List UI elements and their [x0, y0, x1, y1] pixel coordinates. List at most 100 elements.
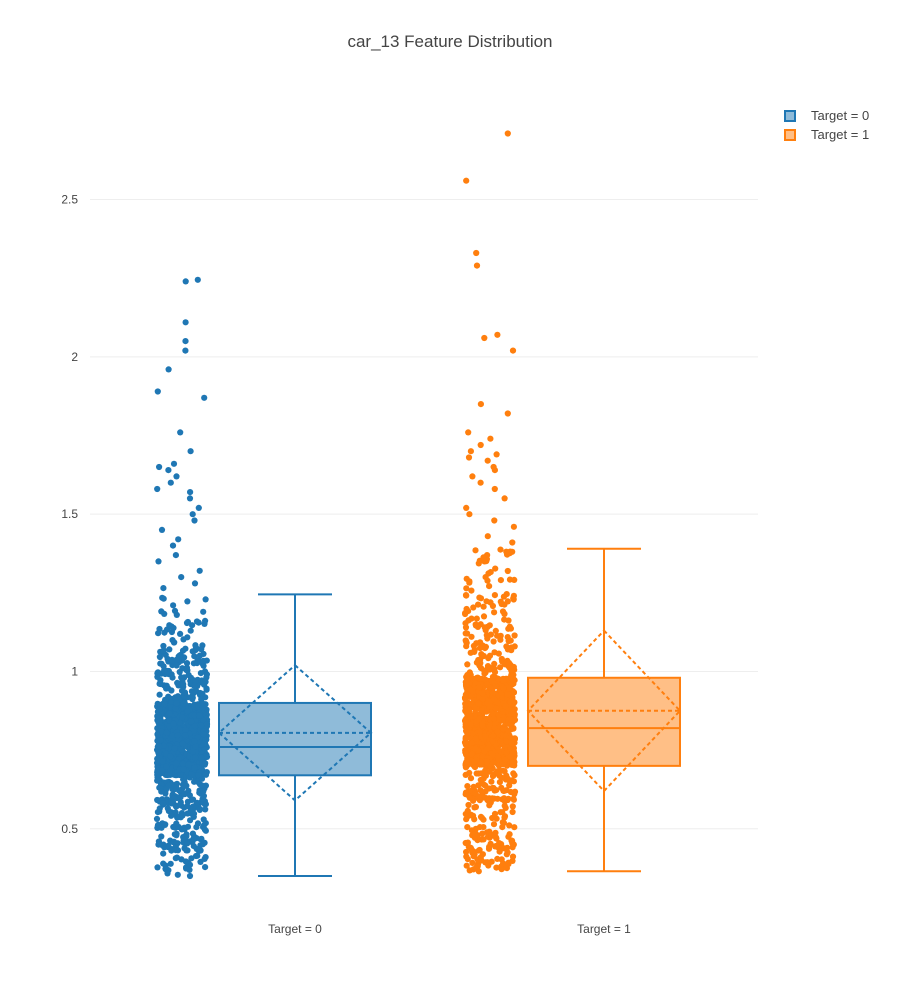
data-point: [484, 758, 491, 765]
data-point: [485, 797, 492, 805]
data-point: [171, 607, 179, 615]
data-point: [190, 835, 197, 843]
data-point: [200, 731, 207, 738]
data-point: [509, 676, 517, 683]
data-point: [481, 670, 488, 677]
data-point: [187, 627, 194, 634]
data-point: [181, 689, 188, 696]
legend-item-target-0[interactable]: Target = 0: [784, 106, 869, 125]
data-point: [186, 872, 194, 880]
data-point: [462, 592, 470, 599]
data-point: [156, 718, 163, 725]
data-point: [491, 485, 498, 493]
data-point: [501, 787, 508, 795]
data-point: [189, 830, 196, 837]
legend-label-target-0: Target = 0: [811, 108, 870, 123]
data-point: [186, 792, 193, 799]
data-point: [167, 753, 174, 760]
boxes: [217, 547, 682, 877]
data-point: [479, 830, 486, 837]
data-point: [484, 681, 491, 688]
data-point: [196, 652, 203, 659]
data-point: [484, 859, 491, 866]
data-point: [181, 732, 189, 739]
data-point: [161, 701, 168, 708]
data-point: [464, 661, 471, 668]
data-point: [191, 517, 198, 524]
data-point: [481, 624, 488, 631]
data-point: [202, 820, 209, 827]
data-point: [489, 784, 496, 792]
data-point: [507, 788, 514, 796]
data-point: [171, 745, 178, 752]
data-point: [463, 758, 470, 765]
data-point: [480, 603, 487, 610]
data-point: [199, 700, 206, 707]
data-point: [467, 775, 475, 782]
data-point: [501, 798, 508, 805]
data-point: [475, 560, 482, 567]
data-point: [466, 669, 473, 676]
data-point: [184, 847, 191, 854]
data-point: [472, 735, 479, 742]
data-point: [508, 716, 515, 723]
data-point: [160, 642, 167, 650]
data-point: [484, 663, 492, 670]
data-point: [490, 715, 497, 722]
data-point: [201, 855, 208, 863]
data-point: [492, 843, 499, 850]
data-point: [167, 860, 174, 867]
data-point: [172, 552, 179, 559]
data-point: [476, 846, 483, 854]
data-point: [500, 677, 507, 685]
data-point: [466, 511, 473, 518]
data-point: [156, 691, 163, 698]
data-point: [475, 793, 483, 800]
data-point: [462, 637, 469, 644]
data-point: [491, 592, 498, 599]
data-point: [484, 635, 491, 642]
data-point: [188, 855, 195, 862]
data-point: [471, 764, 479, 771]
data-point: [491, 609, 498, 616]
data-point: [154, 731, 161, 738]
data-point: [510, 523, 517, 530]
data-point: [194, 276, 201, 283]
data-point: [480, 824, 487, 831]
data-point: [486, 652, 494, 659]
data-point: [202, 806, 209, 813]
legend: Target = 0 Target = 1: [784, 106, 869, 144]
data-point: [475, 868, 482, 875]
data-point: [164, 655, 171, 663]
data-point: [466, 579, 473, 586]
points-series-1: [461, 130, 519, 875]
data-point: [506, 822, 513, 829]
data-point: [195, 504, 202, 511]
data-point: [511, 824, 518, 831]
data-point: [175, 536, 182, 543]
data-point: [172, 705, 179, 712]
data-point: [462, 691, 469, 698]
data-point: [489, 773, 497, 780]
data-point: [506, 831, 513, 838]
data-point: [179, 714, 186, 721]
data-point: [463, 681, 470, 689]
data-point: [202, 694, 209, 701]
data-point: [473, 659, 480, 666]
data-point: [489, 732, 497, 740]
data-point: [473, 249, 480, 257]
data-point: [497, 546, 504, 553]
data-point: [504, 691, 511, 698]
data-point: [475, 601, 482, 608]
legend-item-target-1[interactable]: Target = 1: [784, 125, 869, 144]
data-point: [488, 831, 495, 839]
data-point: [496, 767, 503, 774]
data-point: [462, 630, 469, 637]
data-point: [463, 177, 470, 184]
data-point: [503, 643, 510, 650]
data-point: [493, 815, 500, 822]
data-point: [182, 858, 189, 865]
data-point: [509, 347, 517, 354]
data-point: [154, 669, 162, 676]
data-point: [187, 448, 194, 455]
